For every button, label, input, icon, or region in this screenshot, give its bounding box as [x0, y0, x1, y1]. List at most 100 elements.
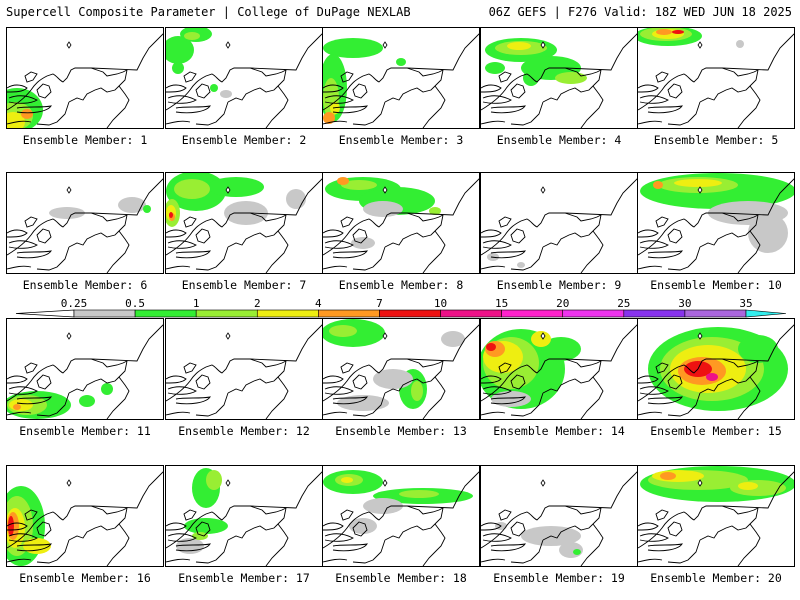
- boundary-line: [498, 362, 512, 374]
- ensemble-member-label: Ensemble Member: 20: [650, 571, 782, 585]
- ensemble-member-label: Ensemble Member: 10: [650, 278, 782, 292]
- boundary-line: [166, 84, 187, 93]
- ensemble-member-label: Ensemble Member: 13: [335, 424, 467, 438]
- boundary-line: [36, 539, 70, 564]
- map-1: [7, 33, 163, 128]
- boundary-line: [639, 240, 669, 249]
- boundary-line: [481, 212, 565, 256]
- scp-contour-18-5: [363, 498, 403, 514]
- boundary-line: [106, 376, 130, 419]
- boundary-line: [481, 358, 565, 402]
- boundary-line: [422, 85, 446, 128]
- boundary-line: [498, 71, 512, 83]
- boundary-line: [340, 362, 354, 374]
- boundary-line: [324, 95, 354, 104]
- boundary-line: [249, 33, 322, 71]
- colorbar-tick-label: 7: [376, 297, 383, 310]
- ensemble-member-label: Ensemble Member: 11: [19, 424, 151, 438]
- boundary-line: [510, 83, 526, 99]
- boundary-line: [36, 392, 70, 417]
- diamond-marker-icon: [382, 41, 388, 49]
- boundary-line: [482, 386, 512, 395]
- boundary-line: [183, 216, 197, 228]
- boundary-line: [352, 374, 368, 390]
- colorbar-bin-3: [256, 309, 319, 318]
- diamond-marker-icon: [382, 479, 388, 487]
- colorbar-bin-4: [318, 309, 380, 318]
- ensemble-map-panel-9: [480, 172, 638, 274]
- colorbar-tick-label: 15: [495, 297, 508, 310]
- boundary-line: [36, 83, 52, 99]
- boundary-line: [227, 69, 287, 103]
- boundary-line: [721, 358, 759, 368]
- colorbar-tick-label: 25: [617, 297, 630, 310]
- boundary-line: [249, 67, 287, 77]
- scp-contour-14-5: [541, 337, 581, 361]
- boundary-line: [106, 523, 130, 566]
- boundary-line: [490, 396, 526, 405]
- ensemble-member-label: Ensemble Member: 7: [181, 278, 307, 292]
- scp-contour-17-1: [206, 470, 222, 490]
- scp-contour-10-2: [674, 179, 722, 187]
- boundary-line: [564, 212, 602, 222]
- boundary-line: [323, 84, 344, 93]
- colorbar-bin-10: [684, 309, 747, 318]
- boundary-line: [323, 558, 348, 563]
- boundary-line: [324, 533, 354, 542]
- diamond-marker-icon: [225, 41, 231, 49]
- boundary-line: [195, 539, 229, 564]
- boundary-line: [655, 71, 669, 83]
- diamond-marker-icon: [382, 186, 388, 194]
- boundary-line: [332, 543, 368, 552]
- boundary-line: [195, 521, 211, 537]
- boundary-line: [106, 230, 130, 273]
- boundary-line: [7, 212, 91, 256]
- diamond-marker-icon: [66, 186, 72, 194]
- boundary-line: [481, 265, 506, 270]
- scp-contour-10-5: [748, 213, 788, 253]
- boundary-line: [340, 216, 354, 228]
- scp-contour-7-6: [169, 212, 173, 218]
- boundary-line: [406, 67, 444, 77]
- boundary-line: [667, 228, 683, 244]
- boundary-line: [8, 240, 38, 249]
- scp-contour-14-6: [491, 391, 531, 407]
- scp-contour-20-5: [738, 482, 758, 490]
- boundary-line: [481, 522, 502, 531]
- boundary-line: [323, 358, 407, 402]
- boundary-line: [667, 539, 701, 564]
- boundary-line: [24, 71, 38, 83]
- scp-contour-3-0: [323, 38, 383, 58]
- colorbar-bin-2: [195, 309, 258, 318]
- boundary-line: [324, 240, 354, 249]
- boundary-line: [352, 101, 386, 126]
- ensemble-member-label: Ensemble Member: 2: [181, 133, 307, 147]
- ensemble-map-panel-14: [480, 318, 638, 420]
- boundary-line: [352, 521, 368, 537]
- ensemble-member-label: Ensemble Member: 18: [335, 571, 467, 585]
- boundary-line: [406, 358, 444, 368]
- map-14: [481, 324, 637, 419]
- ensemble-map-panel-3: [322, 27, 480, 129]
- colorbar-bin-7: [501, 309, 564, 318]
- boundary-line: [90, 324, 163, 362]
- boundary-line: [36, 246, 70, 271]
- boundary-line: [510, 374, 526, 390]
- boundary-line: [542, 507, 602, 541]
- boundary-line: [195, 228, 211, 244]
- boundary-line: [249, 324, 322, 362]
- boundary-line: [166, 375, 187, 384]
- boundary-line: [510, 228, 526, 244]
- boundary-line: [564, 358, 602, 368]
- boundary-line: [638, 358, 722, 402]
- scp-contour-7-1: [208, 177, 264, 197]
- ensemble-map-panel-1: [6, 27, 164, 129]
- boundary-line: [227, 507, 287, 541]
- colorbar-start-arrow: [15, 309, 75, 318]
- boundary-line: [498, 216, 512, 228]
- boundary-line: [580, 376, 604, 419]
- boundary-line: [510, 246, 544, 271]
- ensemble-member-label: Ensemble Member: 3: [338, 133, 464, 147]
- ensemble-map-panel-2: [165, 27, 323, 129]
- boundary-line: [167, 533, 197, 542]
